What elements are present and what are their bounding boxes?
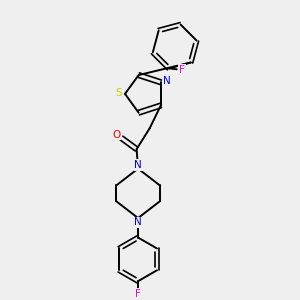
Text: N: N: [134, 217, 142, 227]
Text: N: N: [134, 160, 142, 170]
Text: S: S: [115, 88, 122, 98]
Text: F: F: [179, 65, 185, 75]
Text: F: F: [135, 289, 141, 299]
Text: N: N: [163, 76, 171, 86]
Text: O: O: [112, 130, 120, 140]
